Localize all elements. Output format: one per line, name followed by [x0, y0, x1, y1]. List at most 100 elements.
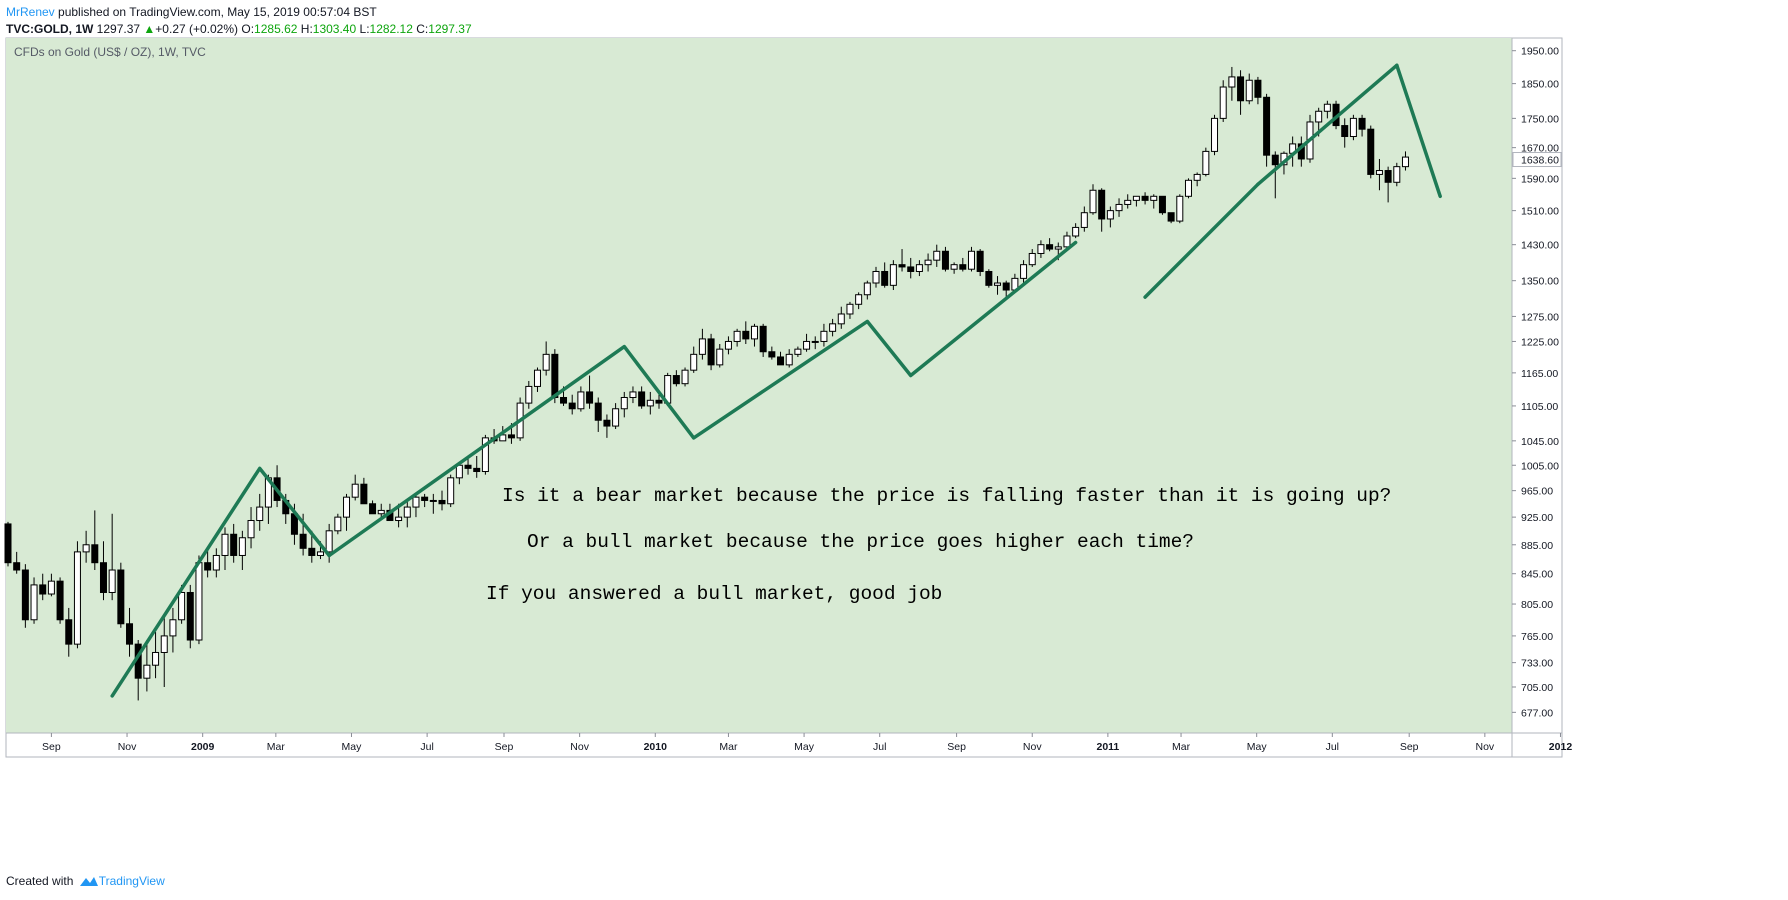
candle-up — [1063, 235, 1071, 248]
candle-up — [178, 591, 186, 621]
candle-up — [499, 434, 507, 442]
price-tick-label: 1045.00 — [1521, 436, 1559, 448]
author-link[interactable]: MrRenev — [6, 5, 55, 19]
candle-down — [768, 351, 776, 358]
candle-down — [186, 591, 194, 641]
candle-up — [447, 477, 455, 505]
time-tick-label: Nov — [118, 741, 137, 753]
candle-down — [21, 569, 29, 621]
candle-down — [777, 356, 785, 366]
candle-up — [238, 537, 246, 556]
price-tick-label: 765.00 — [1521, 631, 1553, 643]
candle-up — [82, 544, 90, 553]
candle-up — [872, 270, 880, 284]
last-price: 1297.37 — [96, 22, 141, 36]
candle-down — [898, 264, 906, 268]
candle-down — [1002, 282, 1010, 291]
candle-down — [91, 544, 99, 564]
candle-down — [1046, 244, 1054, 250]
candle-down — [881, 270, 889, 286]
trend-line — [1395, 63, 1442, 199]
price-tick-label: 1750.00 — [1521, 113, 1559, 125]
candle-down — [204, 562, 212, 571]
price-tick-label: 1430.00 — [1521, 240, 1559, 252]
candle-down — [360, 483, 368, 505]
candle-up — [73, 551, 81, 645]
price-tick-label: 1005.00 — [1521, 460, 1559, 472]
candle-up — [160, 635, 168, 653]
open-value: 1285.62 — [254, 22, 298, 36]
candle-up — [143, 664, 151, 679]
ohlc-line: TVC:GOLD, 1W 1297.37 ▲+0.27 (+0.02%) O:1… — [6, 22, 472, 36]
candle-up — [343, 496, 351, 518]
time-tick-label: Sep — [495, 741, 514, 753]
chart-title: CFDs on Gold (US$ / OZ), 1W, TVC — [14, 45, 206, 59]
candles-group — [4, 66, 1409, 701]
tradingview-link[interactable]: TradingView — [98, 874, 165, 888]
trend-line — [1143, 182, 1260, 299]
chart-annotation: Or a bull market because the price goes … — [527, 531, 1194, 553]
time-tick-label: Sep — [1400, 741, 1419, 753]
candle-up — [195, 562, 203, 641]
candle-up — [1124, 199, 1132, 205]
candle-up — [108, 569, 116, 593]
candle-up — [1184, 179, 1192, 197]
candle-down — [438, 499, 446, 505]
price-tick-label: 733.00 — [1521, 658, 1553, 670]
candle-up — [395, 516, 403, 522]
candle-up — [1193, 173, 1201, 181]
candle-up — [1115, 203, 1123, 212]
candle-up — [1393, 166, 1401, 183]
candle-down — [1098, 189, 1106, 220]
candle-down — [1341, 125, 1349, 138]
open-label: O: — [241, 22, 255, 36]
candle-down — [1358, 117, 1366, 130]
candle-down — [1254, 79, 1262, 98]
publish-line: MrRenev published on TradingView.com, Ma… — [6, 5, 377, 19]
price-tick-label: 705.00 — [1521, 682, 1553, 694]
price-tick-label: 805.00 — [1521, 599, 1553, 611]
candle-up — [1089, 189, 1097, 214]
candle-up — [924, 259, 932, 266]
candle-down — [1237, 76, 1245, 102]
candle-down — [65, 619, 73, 645]
candle-down — [707, 338, 715, 366]
candle-down — [1141, 195, 1149, 201]
published-text: published on TradingView.com, May 15, 20… — [58, 5, 377, 19]
candle-up — [1072, 226, 1080, 237]
candle-down — [464, 464, 472, 469]
price-tick-label: 1350.00 — [1521, 276, 1559, 288]
candle-up — [620, 396, 628, 410]
candle-up — [212, 554, 220, 571]
close-value: 1297.37 — [428, 22, 472, 36]
candle-down — [594, 402, 602, 421]
price-tick-label: 1225.00 — [1521, 336, 1559, 348]
trend-line — [110, 466, 331, 698]
candle-down — [551, 353, 559, 398]
trend-line — [1256, 63, 1399, 187]
symbol-label: TVC:GOLD, 1W — [6, 22, 94, 36]
candle-down — [985, 270, 993, 286]
candle-down — [560, 396, 568, 404]
candle-down — [308, 547, 316, 556]
candle-up — [1375, 170, 1383, 175]
candle-up — [750, 325, 758, 340]
candle-up — [30, 584, 38, 621]
candle-up — [403, 506, 411, 518]
candle-up — [577, 391, 585, 410]
candle-up — [681, 369, 689, 385]
candle-down — [568, 402, 576, 410]
candle-up — [429, 499, 437, 502]
time-tick-label: Mar — [267, 741, 286, 753]
candle-up — [855, 294, 863, 305]
time-tick-label: Nov — [1475, 741, 1494, 753]
candle-down — [99, 562, 107, 593]
candle-down — [230, 533, 238, 556]
candle-down — [638, 391, 646, 407]
candle-up — [1245, 79, 1253, 102]
candle-up — [256, 506, 264, 522]
candle-down — [421, 496, 429, 501]
low-label: L: — [359, 22, 370, 36]
candle-up — [1080, 212, 1088, 228]
